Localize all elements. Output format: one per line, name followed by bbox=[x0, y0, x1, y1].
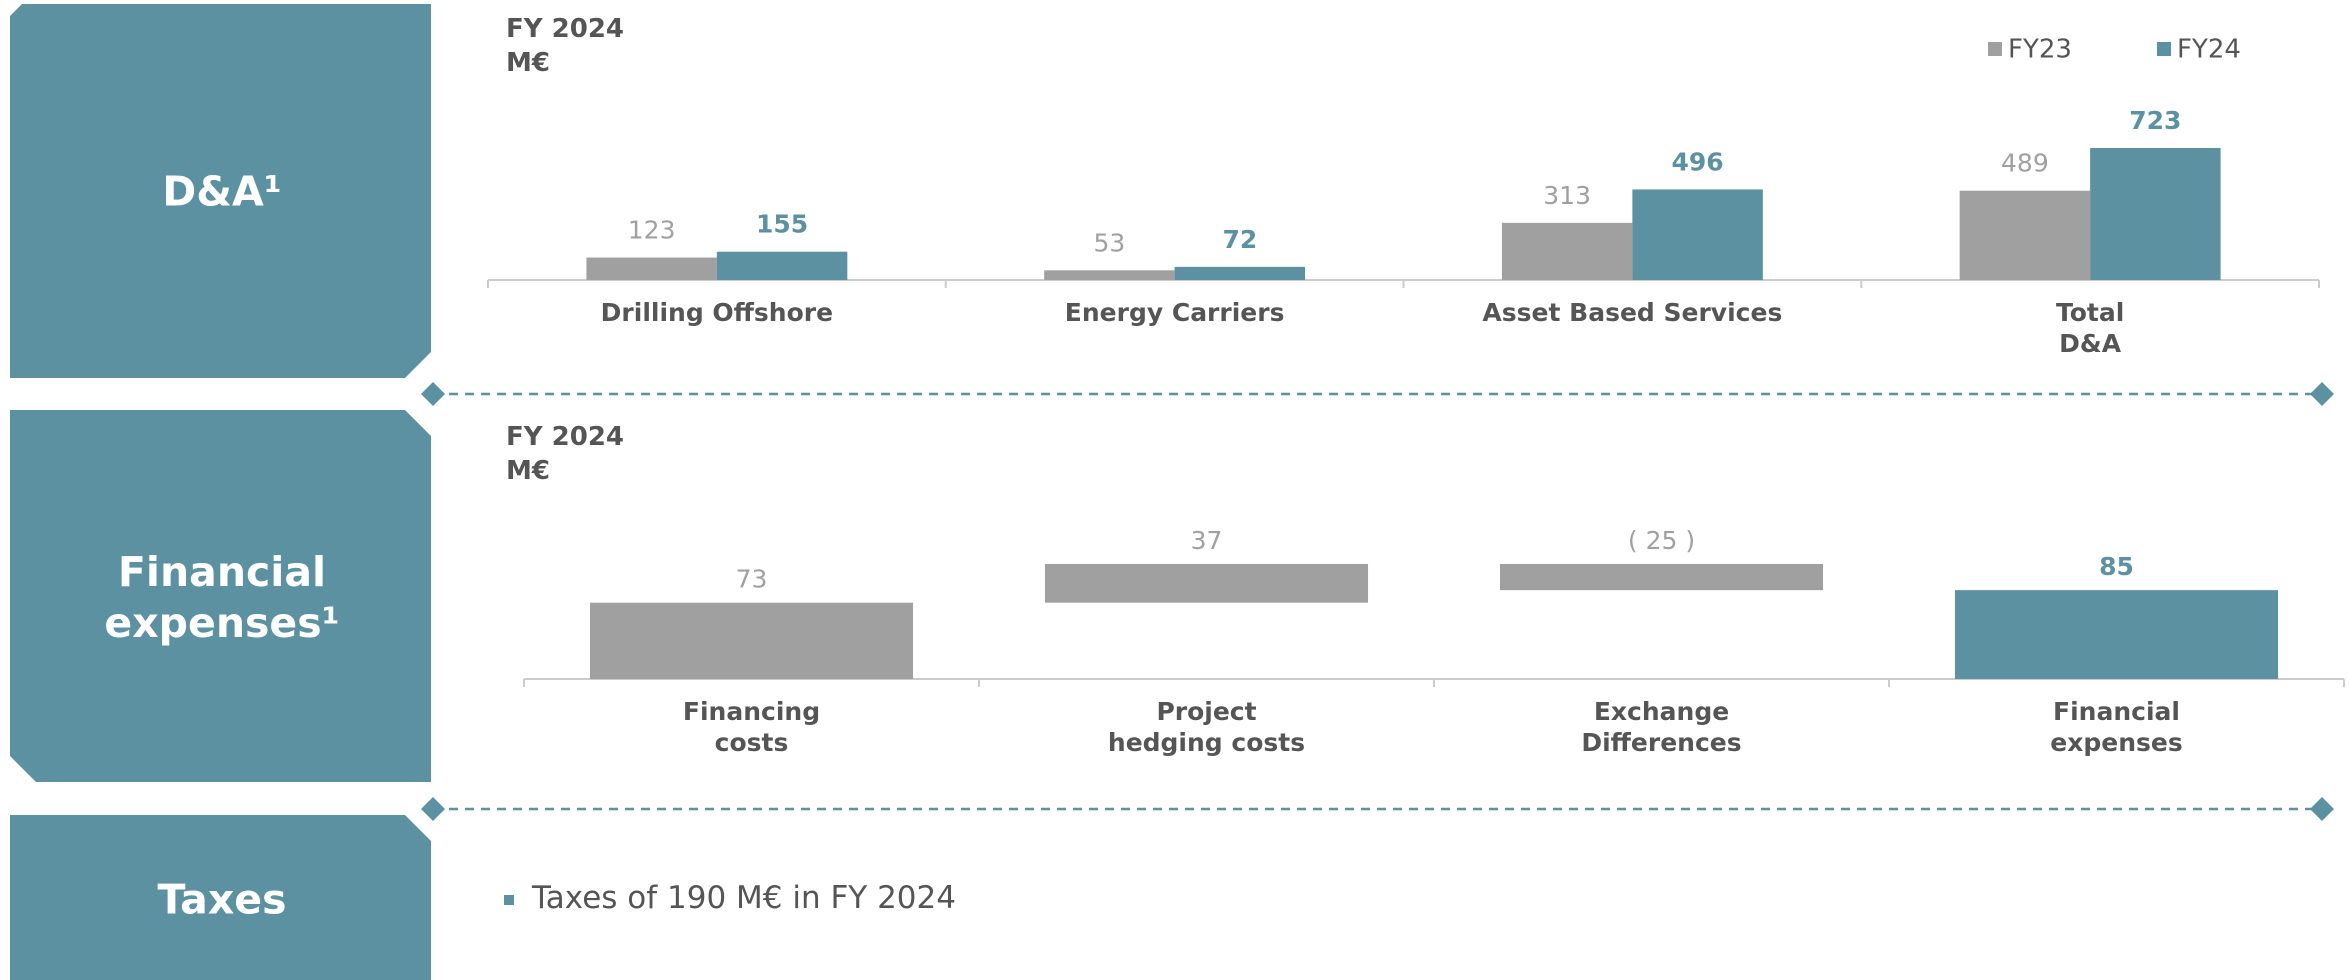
bar bbox=[1499, 564, 1824, 591]
x-tick-label: Energy Carriers bbox=[1064, 298, 1285, 327]
value-label: 313 bbox=[1543, 181, 1591, 210]
value-label: 53 bbox=[1093, 228, 1125, 257]
legend-label: FY24 bbox=[2177, 35, 2241, 65]
value-label: 723 bbox=[2129, 106, 2181, 135]
bar bbox=[2090, 148, 2221, 280]
diamond bbox=[2310, 797, 2334, 821]
chart-title: FY 2024 bbox=[506, 422, 625, 452]
x-tick-label: Exchange Differences bbox=[1581, 697, 1742, 758]
section-label: D&A¹ bbox=[162, 167, 282, 216]
value-label: 73 bbox=[736, 565, 768, 594]
bar bbox=[1044, 270, 1175, 280]
x-tick-label: Project hedging costs bbox=[1107, 697, 1306, 758]
bar bbox=[1959, 190, 2091, 280]
value-label: 85 bbox=[2099, 552, 2134, 581]
bar bbox=[586, 257, 717, 280]
panel bbox=[10, 410, 431, 782]
value-label: 489 bbox=[2001, 149, 2049, 178]
value-label: 37 bbox=[1191, 526, 1223, 555]
value-label: 72 bbox=[1222, 225, 1257, 254]
panel bbox=[10, 4, 431, 378]
bullet-text: Taxes of 190 M€ in FY 2024 bbox=[532, 880, 956, 916]
value-label: 155 bbox=[756, 210, 808, 239]
bar bbox=[716, 251, 848, 280]
bar bbox=[1044, 564, 1369, 603]
x-tick-label: Financial expenses bbox=[2050, 697, 2183, 758]
section-label: Financial expenses¹ bbox=[104, 547, 340, 647]
panel bbox=[10, 815, 431, 980]
value-label: ( 25 ) bbox=[1628, 526, 1695, 555]
x-tick-label: Financing costs bbox=[682, 697, 821, 758]
bar bbox=[589, 602, 914, 679]
bar bbox=[1954, 590, 2279, 679]
bar bbox=[1632, 189, 1763, 280]
chart-subtitle: M€ bbox=[506, 456, 550, 486]
value-label: 496 bbox=[1672, 147, 1724, 176]
bar bbox=[1501, 222, 1633, 280]
legend-swatch bbox=[2157, 42, 2171, 56]
bar bbox=[1174, 266, 1306, 280]
chart-title: FY 2024 bbox=[506, 14, 625, 44]
chart-subtitle: M€ bbox=[506, 48, 550, 78]
diamond bbox=[2310, 382, 2334, 406]
value-label: 123 bbox=[628, 216, 676, 245]
x-tick-label: Drilling Offshore bbox=[600, 298, 834, 327]
diamond bbox=[421, 382, 445, 406]
section-label: Taxes bbox=[157, 875, 287, 924]
x-tick-label: Total D&A bbox=[2055, 298, 2125, 359]
bullet-marker bbox=[504, 895, 514, 905]
legend-label: FY23 bbox=[2008, 35, 2072, 65]
legend-swatch bbox=[1988, 42, 2002, 56]
x-tick-label: Asset Based Services bbox=[1482, 298, 1783, 327]
diamond bbox=[421, 797, 445, 821]
